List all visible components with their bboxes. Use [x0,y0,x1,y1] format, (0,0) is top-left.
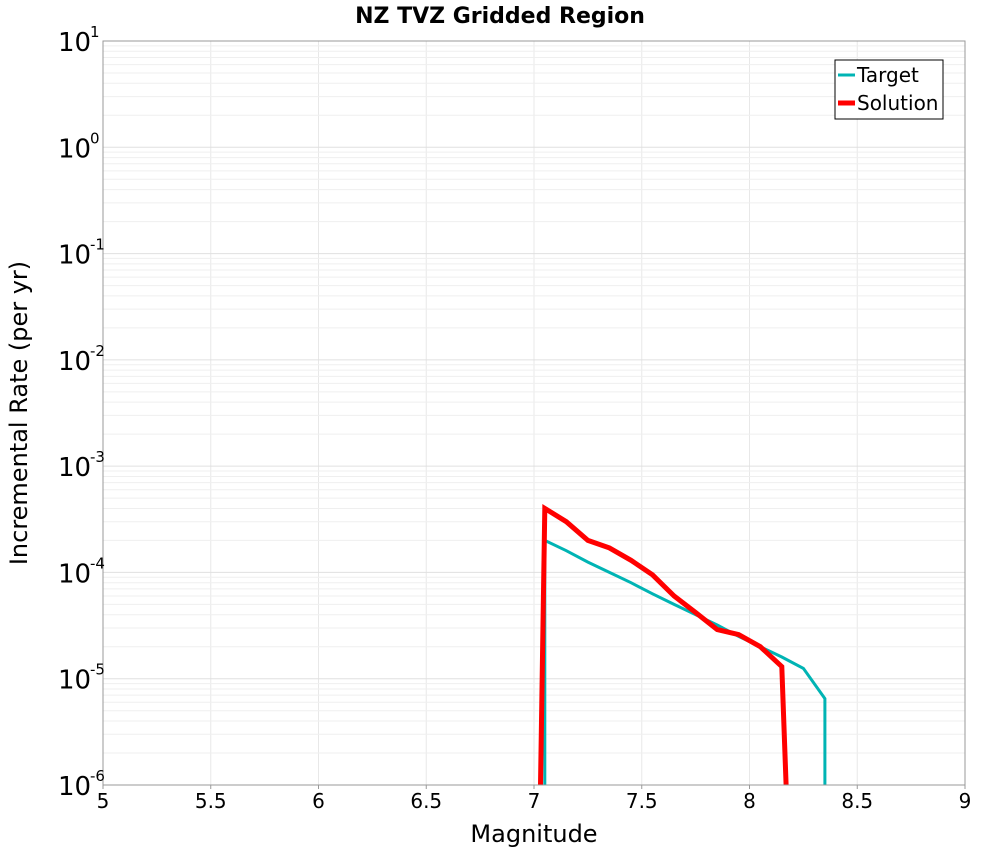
x-tick-label: 6.5 [410,789,442,813]
y-tick-exponent: 1 [90,23,100,41]
y-tick-label: 10-2 [58,342,105,377]
x-tick-label: 7.5 [626,789,658,813]
y-tick-label: 10-5 [58,661,105,696]
y-tick-label: 100 [58,129,100,164]
y-tick-label: 10-1 [58,236,105,271]
y-tick-base: 10 [58,559,91,589]
y-tick-label: 10-4 [58,554,105,589]
y-tick-base: 10 [58,772,91,802]
y-tick-base: 10 [58,347,91,377]
y-tick-label: 101 [58,23,100,58]
y-tick-exponent: -2 [90,342,105,360]
x-tick-label: 9 [959,789,972,813]
x-tick-label: 8.5 [841,789,873,813]
series-line-target [543,538,827,785]
series-layer [538,503,827,786]
chart-title: NZ TVZ Gridded Region [355,4,645,29]
y-tick-base: 10 [58,241,91,271]
y-tick-exponent: -5 [90,661,105,679]
y-tick-exponent: 0 [90,129,100,147]
y-tick-exponent: -4 [90,554,105,572]
x-tick-label: 5.5 [195,789,227,813]
y-tick-base: 10 [58,453,91,483]
x-axis-label: Magnitude [470,820,597,848]
y-axis-label: Incremental Rate (per yr) [5,261,33,565]
y-tick-exponent: -6 [90,767,105,785]
x-axis-ticks: 5 5.5 6 6.5 7 7.5 8 8.5 9 [97,785,972,813]
y-tick-exponent: -3 [90,448,105,466]
y-tick-base: 10 [58,134,91,164]
x-tick-label: 8 [743,789,756,813]
grid [102,41,966,786]
legend: Target Solution [834,59,944,120]
series-line-solution [538,503,789,786]
legend-box [834,59,944,120]
x-tick-label: 5 [97,789,110,813]
y-tick-label: 10-3 [58,448,105,483]
y-tick-base: 10 [58,666,91,696]
x-tick-label: 6 [312,789,325,813]
y-tick-label: 10-6 [58,767,105,802]
legend-label-target: Target [856,63,919,87]
y-tick-exponent: -1 [90,236,105,254]
x-tick-label: 7 [528,789,541,813]
y-tick-base: 10 [58,28,91,58]
legend-label-solution: Solution [857,91,938,115]
